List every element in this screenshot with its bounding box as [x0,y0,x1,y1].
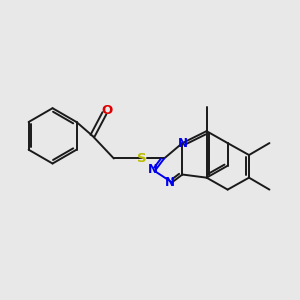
Text: N: N [164,176,175,189]
Text: S: S [137,152,147,165]
Text: N: N [177,136,188,150]
Text: N: N [148,163,158,176]
Text: O: O [101,104,112,117]
